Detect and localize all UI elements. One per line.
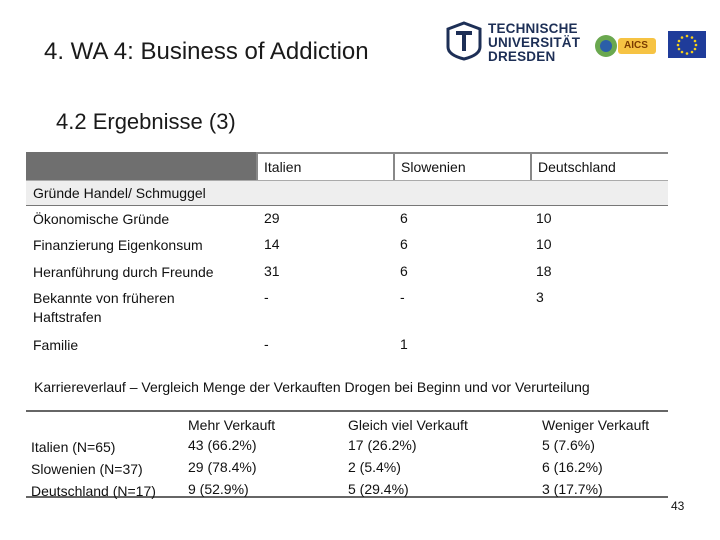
cell-mehr: 9 (52.9%) bbox=[188, 481, 249, 497]
table-header-corner bbox=[26, 152, 256, 180]
cell-weniger: 3 (17.7%) bbox=[542, 481, 603, 497]
cell-italien: - bbox=[264, 336, 269, 352]
col-header-weniger: Weniger Verkauft bbox=[542, 417, 650, 433]
row-label: Finanzierung Eigenkonsum bbox=[33, 237, 203, 253]
cell-gleich: 17 (26.2%) bbox=[348, 437, 417, 453]
page-number: 43 bbox=[671, 499, 685, 513]
tu-logo-text: TECHNISCHE UNIVERSITÄT DRESDEN bbox=[488, 22, 580, 64]
cell-deutschland: 3 bbox=[536, 289, 544, 305]
tu-dresden-logo: TECHNISCHE UNIVERSITÄT DRESDEN bbox=[444, 21, 590, 67]
cell-deutschland: 18 bbox=[536, 263, 552, 279]
col-header-italien: Italien bbox=[256, 152, 393, 180]
cell-deutschland: 10 bbox=[536, 210, 552, 226]
career-heading: Karriereverlauf – Vergleich Menge der Ve… bbox=[34, 379, 590, 395]
aics-logo-text: AICS bbox=[624, 40, 648, 51]
logo-line-3: DRESDEN bbox=[488, 49, 556, 64]
logo-line-1: TECHNISCHE bbox=[488, 21, 578, 36]
cell-slowenien: 1 bbox=[400, 336, 408, 352]
row-label: Italien (N=65) bbox=[31, 439, 116, 455]
cell-gleich: 2 (5.4%) bbox=[348, 459, 401, 475]
cell-slowenien: - bbox=[400, 289, 405, 305]
row-label: Slowenien (N=37) bbox=[31, 461, 143, 477]
row-label: Bekannte von früheren Haftstrafen bbox=[33, 290, 175, 325]
col-header-slowenien: Slowenien bbox=[393, 152, 530, 180]
cell-italien: 14 bbox=[264, 236, 280, 252]
cell-deutschland: 10 bbox=[536, 236, 552, 252]
cell-mehr: 29 (78.4%) bbox=[188, 459, 257, 475]
eu-flag-icon bbox=[668, 31, 706, 58]
row-label: Familie bbox=[33, 337, 79, 353]
cell-slowenien: 6 bbox=[400, 210, 408, 226]
row-label: Ökonomische Gründe bbox=[33, 211, 170, 227]
cell-mehr: 43 (66.2%) bbox=[188, 437, 257, 453]
col-header-mehr: Mehr Verkauft bbox=[188, 417, 276, 433]
cell-weniger: 5 (7.6%) bbox=[542, 437, 595, 453]
col-header-deutschland: Deutschland bbox=[530, 152, 668, 180]
logo-line-2: UNIVERSITÄT bbox=[488, 35, 581, 50]
cell-italien: - bbox=[264, 289, 269, 305]
career-table: Mehr Verkauft Gleich viel Verkauft Wenig… bbox=[26, 410, 668, 499]
row-label: Heranführung durch Freunde bbox=[33, 264, 214, 280]
aics-logo: AICS bbox=[594, 30, 660, 62]
section-label: Gründe Handel/ Schmuggel bbox=[33, 185, 206, 201]
cell-gleich: 5 (29.4%) bbox=[348, 481, 409, 497]
cell-slowenien: 6 bbox=[400, 236, 408, 252]
section-row: Gründe Handel/ Schmuggel bbox=[26, 180, 668, 206]
row-label: Deutschland (N=17) bbox=[31, 483, 156, 499]
cell-italien: 29 bbox=[264, 210, 280, 226]
slide-title: 4. WA 4: Business of Addiction bbox=[44, 38, 369, 65]
section-subtitle: 4.2 Ergebnisse (3) bbox=[56, 109, 236, 134]
cell-slowenien: 6 bbox=[400, 263, 408, 279]
col-header-gleich: Gleich viel Verkauft bbox=[348, 417, 468, 433]
cell-italien: 31 bbox=[264, 263, 280, 279]
cell-weniger: 6 (16.2%) bbox=[542, 459, 603, 475]
tu-emblem-icon bbox=[446, 21, 482, 61]
